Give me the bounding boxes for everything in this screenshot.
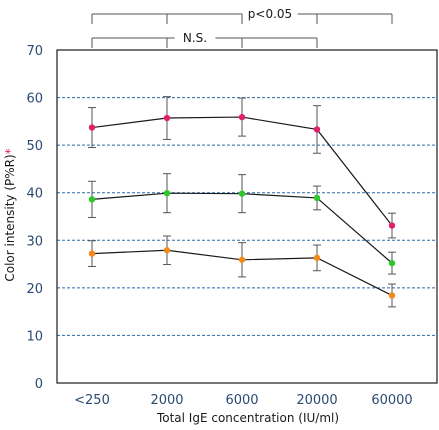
x-tick-label-2: 6000 bbox=[225, 393, 258, 408]
y-axis-label: Color intensity (P%R)* bbox=[3, 148, 17, 281]
y-tick-label-20: 20 bbox=[26, 282, 43, 297]
data-point-1-3 bbox=[313, 194, 321, 202]
data-point-1-0 bbox=[88, 196, 96, 203]
grid-lines bbox=[57, 97, 437, 336]
data-point-1-4 bbox=[388, 259, 396, 267]
data-point-2-1 bbox=[163, 247, 171, 254]
data-point-0-3 bbox=[313, 126, 321, 133]
x-tick-labels: <250 2000 6000 20000 60000 bbox=[74, 393, 413, 408]
data-point-0-1 bbox=[163, 114, 171, 122]
x-tick-label-0: <250 bbox=[74, 393, 110, 408]
data-point-2-2 bbox=[238, 256, 246, 263]
data-point-2-0 bbox=[88, 250, 96, 257]
y-tick-label-10: 10 bbox=[26, 329, 43, 344]
y-axis-label-text: Color intensity (P%R) bbox=[3, 154, 17, 281]
significance-label-0: p<0.05 bbox=[248, 7, 292, 21]
data-point-2-4 bbox=[388, 292, 396, 299]
data-point-0-4 bbox=[388, 222, 396, 229]
y-tick-label-70: 70 bbox=[26, 44, 43, 59]
series-group bbox=[88, 96, 396, 308]
x-axis-label: Total IgE concentration (IU/ml) bbox=[156, 411, 339, 425]
y-tick-label-30: 30 bbox=[26, 234, 43, 249]
y-tick-label-60: 60 bbox=[26, 92, 43, 107]
significance-bracket-1: N.S. bbox=[91, 31, 318, 48]
data-point-2-3 bbox=[313, 254, 321, 262]
x-tick-label-1: 2000 bbox=[150, 393, 183, 408]
y-tick-label-40: 40 bbox=[26, 187, 43, 202]
y-axis-label-marker: * bbox=[3, 148, 17, 154]
x-tick-label-4: 60000 bbox=[371, 393, 412, 408]
x-tick-label-3: 20000 bbox=[296, 393, 337, 408]
data-point-1-1 bbox=[163, 189, 171, 197]
series-1 bbox=[88, 173, 396, 275]
series-0 bbox=[88, 96, 396, 239]
data-point-0-0 bbox=[88, 124, 96, 131]
series-2 bbox=[88, 235, 396, 308]
data-point-0-2 bbox=[238, 113, 246, 121]
significance-brackets: p<0.05 N.S. bbox=[91, 7, 393, 48]
plot-frame bbox=[56, 49, 438, 384]
significance-label-1: N.S. bbox=[183, 31, 207, 45]
data-point-1-2 bbox=[238, 190, 246, 197]
significance-bracket-0: p<0.05 bbox=[91, 7, 393, 24]
axes bbox=[56, 49, 438, 384]
y-tick-label-50: 50 bbox=[26, 139, 43, 154]
y-tick-label-0: 0 bbox=[35, 377, 43, 392]
y-tick-labels: 0 10 20 30 40 50 60 70 bbox=[26, 44, 43, 392]
